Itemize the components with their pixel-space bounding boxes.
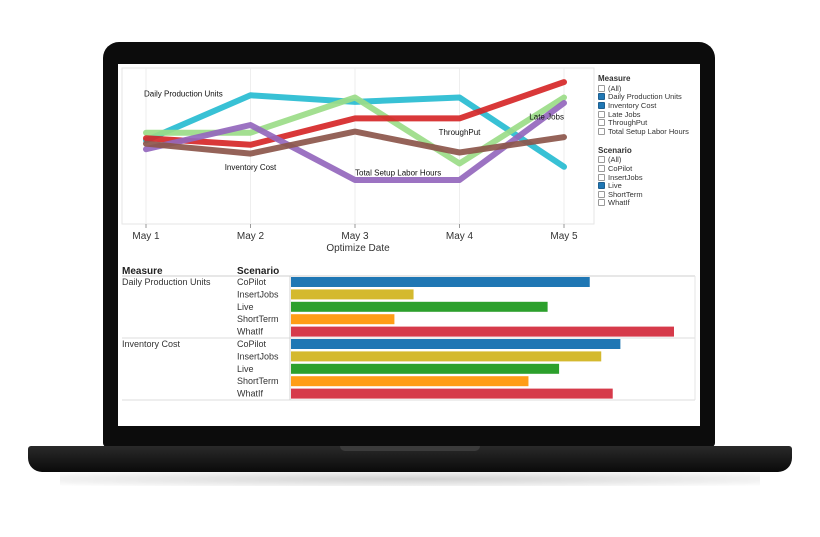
filter-legend: Measure (All) Daily Production Units Inven… [598, 72, 698, 207]
bar-daily-production-units-insertjobs [291, 289, 414, 300]
measure-option-late-jobs[interactable]: Late Jobs [598, 110, 698, 119]
line-chart: May 1 May 2 May 3 May 4 May 5 Optimize Date Da… [121, 67, 595, 254]
scenario-label-shortterm: ShortTerm [237, 376, 279, 386]
checkbox[interactable] [598, 182, 605, 190]
measure-option-label: Total Setup Labor Hours [608, 126, 689, 136]
checkbox[interactable] [598, 190, 605, 198]
scenario-filter-title: Scenario [598, 145, 632, 155]
scenario-label-copilot: CoPilot [237, 277, 267, 287]
scenario-option-all[interactable]: (All) [598, 155, 698, 165]
checkbox[interactable] [598, 84, 605, 92]
scenario-option-label: WhatIf [608, 198, 630, 208]
scenario-option-live[interactable]: Live [598, 181, 698, 190]
x-tick-label: May 2 [237, 231, 265, 242]
laptop-shadow [60, 472, 760, 486]
scenario-column-header: Scenario [237, 266, 279, 277]
checkbox[interactable] [598, 164, 605, 172]
laptop-hinge [340, 446, 480, 451]
checkbox[interactable] [598, 127, 605, 135]
annotation-late-jobs: Late Jobs [529, 113, 564, 122]
series-line-late-jobs [143, 79, 567, 148]
measure-option-inventory-cost[interactable]: Inventory Cost [598, 101, 698, 110]
scenario-option-copilot[interactable]: CoPilot [598, 164, 698, 173]
scenario-label-whatif: WhatIf [237, 389, 264, 399]
series-line-inventory-cost [143, 128, 567, 157]
x-tick-label: May 1 [132, 231, 160, 242]
scenario-option-label: Live [608, 181, 622, 191]
measure-option-throughput[interactable]: ThroughPut [598, 118, 698, 127]
annotation-throughput: ThroughPut [439, 128, 482, 137]
scenario-option-label: CoPilot [608, 163, 633, 173]
measure-column-header: Measure [122, 266, 163, 277]
x-tick-label: May 4 [446, 231, 474, 242]
checkbox[interactable] [598, 93, 605, 101]
measure-option-label: Daily Production Units [608, 92, 682, 102]
scenario-label-insertjobs: InsertJobs [237, 289, 279, 299]
scenario-option-whatif[interactable]: WhatIf [598, 198, 698, 208]
bar-daily-production-units-live [291, 301, 548, 312]
checkbox[interactable] [598, 199, 605, 207]
measure-option-label: ThroughPut [608, 118, 648, 128]
x-axis-label: Optimize Date [326, 243, 390, 254]
measure-option-total-setup-labor-hours[interactable]: Total Setup Labor Hours [598, 127, 698, 136]
scenario-option-label: (All) [608, 155, 622, 165]
checkbox[interactable] [598, 119, 605, 127]
checkbox[interactable] [598, 101, 605, 109]
checkbox[interactable] [598, 173, 605, 181]
checkbox[interactable] [598, 156, 605, 164]
annotation-inventory-cost: Inventory Cost [225, 163, 277, 172]
scenario-option-insertjobs[interactable]: InsertJobs [598, 173, 698, 182]
scenario-label-shortterm: ShortTerm [237, 314, 279, 324]
measure-label-inventory-cost: Inventory Cost [122, 339, 181, 349]
scenario-option-shortterm[interactable]: ShortTerm [598, 190, 698, 199]
bar-daily-production-units-whatif [291, 326, 674, 337]
measure-option-label: Late Jobs [608, 109, 641, 119]
scenario-label-whatif: WhatIf [237, 327, 264, 337]
bar-chart: Measure Scenario Daily Production Units CoP… [122, 266, 696, 401]
measure-filter-title: Measure [598, 74, 631, 83]
dashboard-screen: May 1 May 2 May 3 May 4 May 5 Optimize Date Da… [118, 64, 700, 426]
bar-daily-production-units-shortterm [291, 314, 395, 325]
scenario-label-copilot: CoPilot [237, 339, 267, 349]
scenario-filter-list: (All) CoPilot InsertJobs Live ShortTerm WhatI… [598, 155, 698, 208]
annotation-daily-production-units: Daily Production Units [144, 89, 223, 98]
series-line-daily-production-units [143, 92, 567, 170]
scenario-option-label: InsertJobs [608, 172, 643, 182]
bar-inventory-cost-live [291, 363, 560, 374]
measure-option-daily-production-units[interactable]: Daily Production Units [598, 92, 698, 102]
scenario-label-live: Live [237, 364, 254, 374]
checkbox[interactable] [598, 110, 605, 118]
x-tick-label: May 5 [550, 231, 578, 242]
scenario-option-label: ShortTerm [608, 189, 643, 199]
bar-daily-production-units-copilot [291, 277, 590, 287]
measure-option-label: Inventory Cost [608, 100, 657, 110]
bar-inventory-cost-insertjobs [291, 351, 602, 362]
x-tick-label: May 3 [341, 231, 369, 242]
annotation-total-setup-labor-hours: Total Setup Labor Hours [355, 169, 441, 178]
bar-inventory-cost-shortterm [291, 376, 529, 387]
measure-option-all[interactable]: (All) [598, 84, 698, 93]
bar-inventory-cost-copilot [291, 339, 621, 349]
measure-option-label: (All) [608, 83, 622, 93]
bar-inventory-cost-whatif [291, 388, 613, 399]
scenario-label-live: Live [237, 302, 254, 312]
series-line-total-setup-labor-hours [143, 100, 567, 183]
measure-filter-list: (All) Daily Production Units Inventory Cos… [598, 84, 698, 136]
measure-label-daily-production-units: Daily Production Units [122, 277, 211, 287]
scenario-label-insertjobs: InsertJobs [237, 351, 279, 361]
